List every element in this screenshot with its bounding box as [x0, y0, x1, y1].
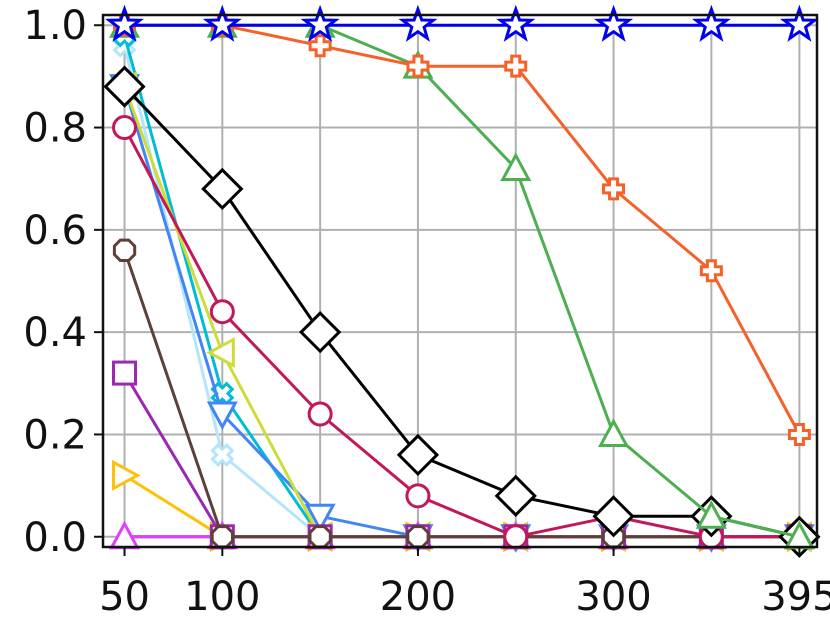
triangle-up-marker — [500, 152, 532, 181]
triangle-down-marker — [206, 401, 238, 431]
triangle-down-marker — [304, 503, 336, 533]
plot-frame — [101, 13, 819, 549]
diamond-marker — [201, 167, 244, 211]
triangle-up-marker — [598, 418, 630, 447]
octagon-marker — [308, 525, 332, 549]
triangle-right-marker — [112, 459, 141, 491]
octagon-marker — [112, 238, 137, 262]
star-marker — [105, 4, 144, 42]
diamond-marker — [299, 311, 342, 354]
plus-marker — [504, 54, 528, 78]
plus-marker — [699, 259, 723, 283]
plus-marker — [787, 422, 811, 446]
octagon-marker — [406, 525, 430, 549]
y-tick-label: 0.0 — [23, 515, 87, 561]
circle-marker — [112, 115, 138, 141]
x-tick-label: 200 — [380, 574, 456, 620]
x-tick-label: 50 — [99, 574, 150, 620]
diamond-marker — [592, 495, 635, 538]
series-line — [124, 23, 801, 436]
diamond-marker — [494, 474, 537, 517]
y-tick-label: 0.4 — [23, 310, 87, 356]
series-line — [123, 126, 800, 539]
circle-marker — [503, 524, 529, 550]
y-tick-label: 0.2 — [23, 412, 87, 458]
star-marker — [398, 4, 438, 42]
axis-ticks: 50 100 200 300 395 0.0 0.2 0.4 0.6 0.8 1.0 — [23, 3, 830, 620]
plus-marker — [602, 177, 626, 201]
series-line — [123, 249, 800, 539]
x-tick-label: 300 — [575, 574, 651, 620]
circle-marker — [209, 299, 235, 325]
star-marker — [300, 4, 340, 42]
x-marker — [210, 442, 235, 467]
y-tick-label: 1.0 — [23, 3, 87, 49]
x-tick-label: 395 — [761, 574, 830, 620]
circle-marker — [307, 401, 333, 427]
diamond-marker — [103, 65, 146, 108]
star-marker — [593, 4, 634, 42]
star-marker — [202, 4, 242, 42]
octagon-marker — [210, 525, 234, 549]
triangle-left-marker — [206, 337, 235, 369]
diamond-marker — [396, 433, 440, 477]
star-marker — [691, 4, 731, 42]
circle-marker — [405, 483, 431, 509]
series-1 — [105, 4, 819, 42]
x-tick-label: 100 — [184, 574, 260, 620]
series-11 — [112, 23, 812, 549]
plus-marker — [406, 54, 430, 78]
y-tick-label: 0.8 — [23, 106, 87, 152]
star-marker — [496, 4, 536, 42]
y-tick-label: 0.6 — [23, 208, 87, 254]
star-marker — [779, 4, 819, 42]
square-marker — [112, 360, 138, 386]
triangle-up-marker — [695, 500, 727, 529]
plus-marker — [308, 34, 332, 58]
